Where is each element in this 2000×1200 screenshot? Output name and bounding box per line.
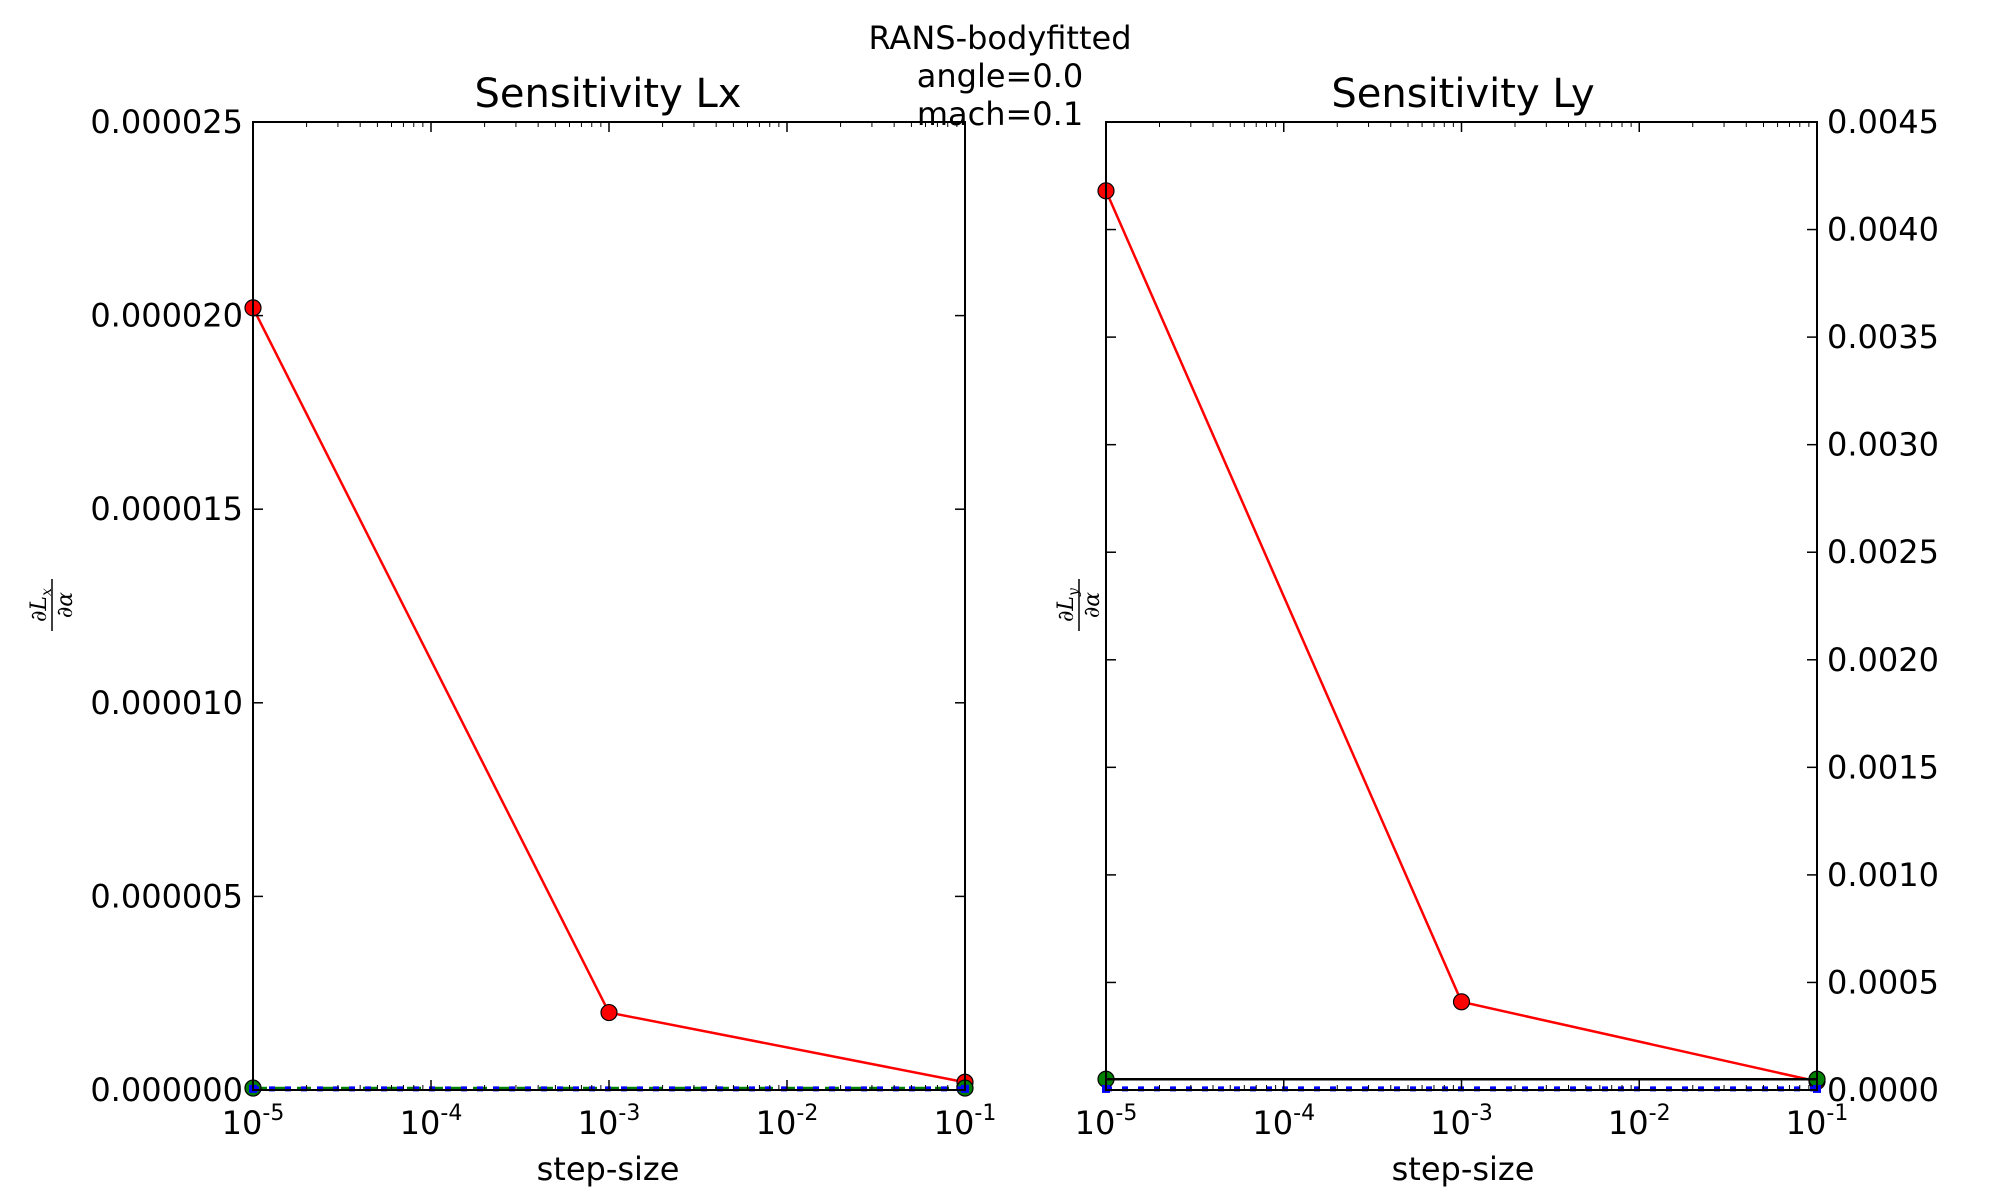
y-tick-label-ly-10: 0.0045 [1827,103,1939,141]
x-tick-label-lx-1: 10-5 [222,1101,285,1142]
y-tick-label-ly-4: 0.0015 [1827,748,1939,786]
y-tick-label-ly-8: 0.0035 [1827,318,1939,356]
x-axis-label-lx: step-size [537,1150,680,1188]
y-tick-label-lx-3: 0.000010 [90,684,243,722]
y-tick-label-ly-3: 0.0010 [1827,856,1939,894]
x-tick-label-lx-3: 10-3 [578,1101,641,1142]
y-axis-label-ly: ∂Ly ∂α [1054,579,1105,631]
y-tick-label-lx-6: 0.000025 [90,103,243,141]
data-point-lx-1-2 [600,1003,618,1022]
x-tick-label-lx-2: 10-4 [400,1101,463,1142]
y-axis-label-ly-denominator: ∂α [1080,592,1105,618]
x-tick-label-lx-4: 10-2 [756,1101,819,1142]
y-tick-label-lx-1: 0.000000 [90,1071,243,1109]
plot-sensitivity-ly: Sensitivity Ly step-size ∂Ly ∂α 10-5 10-4… [1054,71,1939,1188]
plot-title-ly: Sensitivity Ly [1331,71,1594,117]
plot-sensitivity-lx: Sensitivity Lx step-size ∂Lx ∂α 10-5 10-4… [27,71,996,1188]
y-axis-label-lx-numerator: ∂Lx [27,588,55,622]
y-axis-label-ly-numerator: ∂Ly [1054,587,1082,622]
suptitle-line-3: mach=0.1 [917,95,1083,133]
y-axis-label-lx: ∂Lx ∂α [27,579,78,631]
x-tick-label-ly-2: 10-4 [1252,1101,1315,1142]
x-axis-label-ly: step-size [1392,1150,1535,1188]
x-tick-label-lx-5: 10-1 [934,1101,997,1142]
y-axis-label-lx-denominator: ∂α [53,592,78,618]
x-tick-label-ly-4: 10-2 [1608,1101,1671,1142]
plot-title-lx: Sensitivity Lx [475,71,742,117]
x-tick-label-ly-1: 10-5 [1075,1101,1138,1142]
x-tick-label-ly-5: 10-1 [1786,1101,1849,1142]
y-tick-label-lx-4: 0.000015 [90,490,243,528]
data-point-ly-1-2 [1452,993,1471,1011]
suptitle-line-2: angle=0.0 [917,57,1083,95]
y-tick-label-ly-7: 0.0030 [1827,426,1939,464]
y-tick-label-ly-9: 0.0040 [1827,211,1939,249]
y-tick-label-ly-6: 0.0025 [1827,533,1939,571]
y-tick-label-ly-2: 0.0005 [1827,963,1939,1001]
suptitle-line-1: RANS-bodyfitted [868,19,1131,57]
y-tick-label-ly-1: 0.0000 [1827,1071,1939,1109]
figure-suptitle: RANS-bodyfitted angle=0.0 mach=0.1 [868,19,1131,133]
y-tick-label-ly-5: 0.0020 [1827,641,1939,679]
y-tick-label-lx-2: 0.000005 [90,877,243,915]
x-tick-label-ly-3: 10-3 [1430,1101,1493,1142]
y-tick-label-lx-5: 0.000020 [90,297,243,335]
